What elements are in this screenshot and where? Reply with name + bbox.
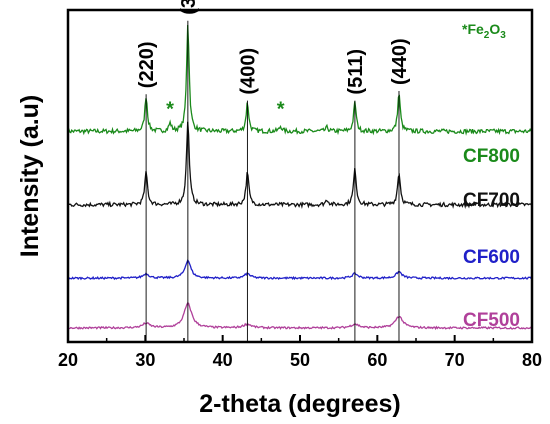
series-label-cf800: CF800	[463, 146, 520, 167]
series-line-cf700	[67, 121, 533, 210]
series-label-cf500: CF500	[463, 310, 520, 331]
impurity-note-sub1: 2	[484, 30, 490, 41]
x-tick-label-4: 60	[367, 350, 387, 370]
peak-label-4: (440)	[389, 38, 411, 85]
series-label-cf600: CF600	[463, 247, 520, 268]
peak-label-0: (220)	[136, 41, 158, 88]
impurity-marker-1: *	[277, 98, 285, 120]
series-line-cf500	[67, 302, 533, 331]
peak-label-1: (311)	[178, 0, 200, 15]
x-tick-label-3: 50	[290, 350, 310, 370]
series-line-cf600	[67, 259, 533, 281]
impurity-note-star: *	[462, 21, 468, 37]
peak-label-3: (511)	[345, 49, 367, 95]
impurity-note-sub3: 3	[500, 30, 506, 41]
impurity-note-formula: Fe	[467, 21, 484, 37]
x-tick-label-1: 30	[135, 350, 155, 370]
x-tick-label-0: 20	[58, 350, 78, 370]
series-line-cf800	[67, 24, 533, 136]
y-axis-title: Intensity (a.u)	[16, 95, 44, 258]
x-tick-label-6: 80	[522, 350, 542, 370]
impurity-note: *Fe2O3	[462, 21, 506, 41]
series-label-cf700: CF700	[463, 190, 520, 211]
peak-label-2: (400)	[237, 48, 259, 95]
x-axis-title: 2-theta (degrees)	[199, 390, 400, 418]
x-tick-label-2: 40	[213, 350, 233, 370]
impurity-note-mid: O	[489, 21, 500, 37]
impurity-marker-0: *	[166, 98, 174, 120]
x-tick-label-5: 70	[445, 350, 465, 370]
